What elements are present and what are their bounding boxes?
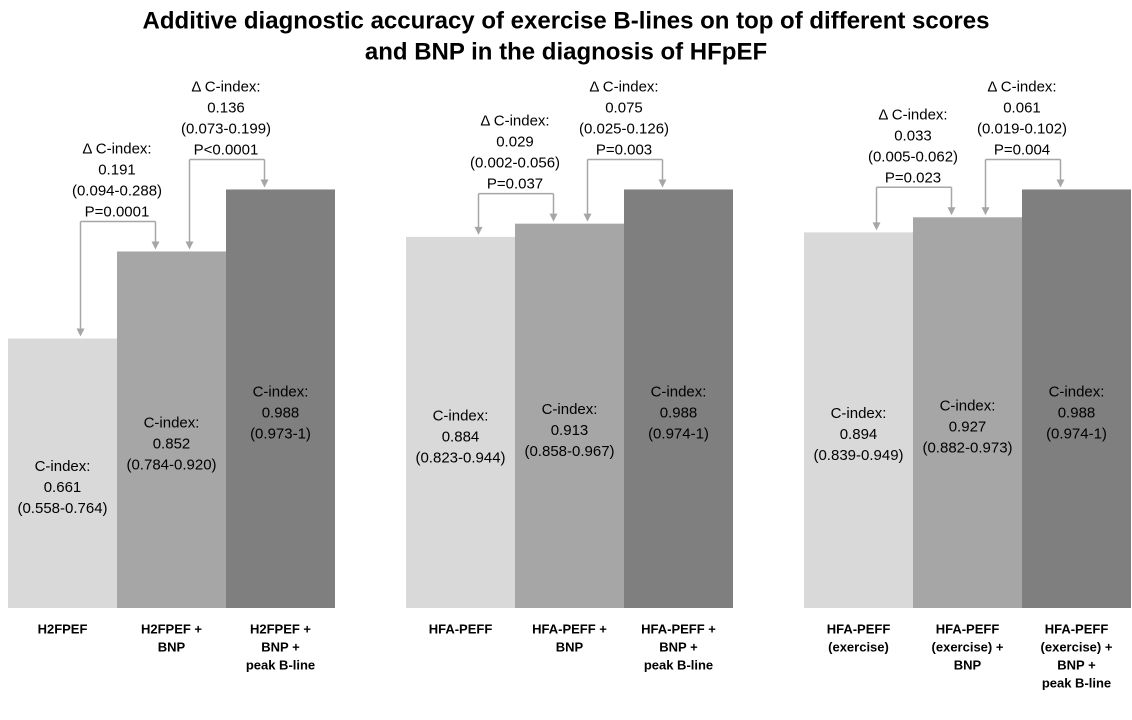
annotation: (0.073-0.199) bbox=[181, 120, 271, 137]
x-tick-label: BNP + bbox=[261, 639, 300, 654]
annotation: P=0.037 bbox=[487, 176, 543, 193]
annotation: 0.191 bbox=[98, 161, 136, 178]
annotation: 0.136 bbox=[207, 99, 245, 116]
arrow-head bbox=[1056, 179, 1065, 188]
bar-ci: (0.839-0.949) bbox=[813, 447, 903, 464]
annotation: 0.061 bbox=[1003, 99, 1041, 116]
x-tick-label: HFA-PEFF bbox=[429, 621, 493, 636]
annotation: 0.029 bbox=[496, 134, 534, 151]
bar-ci: (0.823-0.944) bbox=[415, 449, 505, 466]
annotation: P=0.003 bbox=[596, 141, 652, 158]
bar-label: C-index: bbox=[144, 415, 200, 432]
arrow-head bbox=[583, 213, 592, 222]
annotation: Δ C-index: bbox=[480, 113, 549, 130]
arrow-head bbox=[185, 241, 194, 250]
x-tick-label: peak B-line bbox=[644, 657, 713, 672]
annotation: (0.025-0.126) bbox=[579, 120, 669, 137]
x-tick-label: H2FPEF bbox=[38, 621, 88, 636]
x-tick-label: HFA-PEFF + bbox=[532, 621, 607, 636]
annotation: P=0.023 bbox=[885, 169, 941, 186]
bar-value: 0.988 bbox=[262, 405, 300, 422]
x-tick-label: (exercise) + bbox=[1041, 639, 1113, 654]
bar bbox=[406, 236, 515, 608]
annotation: (0.002-0.056) bbox=[470, 155, 560, 172]
x-tick-label: peak B-line bbox=[1042, 675, 1111, 690]
arrow-head bbox=[981, 207, 990, 216]
annotation: 0.033 bbox=[894, 127, 932, 144]
x-tick-label: BNP + bbox=[659, 639, 698, 654]
bar-value: 0.988 bbox=[1058, 405, 1096, 422]
bar-ci: (0.973-1) bbox=[250, 426, 311, 443]
x-tick-label: BNP bbox=[954, 657, 982, 672]
x-tick-label: HFA-PEFF bbox=[936, 621, 1000, 636]
bar-value: 0.913 bbox=[551, 422, 589, 439]
bar-ci: (0.974-1) bbox=[648, 426, 709, 443]
bar bbox=[515, 223, 624, 608]
bar bbox=[913, 217, 1022, 608]
bar-ci: (0.974-1) bbox=[1046, 426, 1107, 443]
bar bbox=[8, 338, 117, 608]
bar-ci: (0.882-0.973) bbox=[922, 440, 1012, 457]
chart-title: Additive diagnostic accuracy of exercise… bbox=[143, 7, 990, 34]
arrow-head bbox=[260, 179, 269, 188]
bar bbox=[226, 189, 335, 609]
bar-label: C-index: bbox=[542, 401, 598, 418]
annotation: P=0.0001 bbox=[85, 203, 150, 220]
x-tick-label: (exercise) + bbox=[932, 639, 1004, 654]
annotation: Δ C-index: bbox=[82, 140, 151, 157]
bar-label: C-index: bbox=[433, 407, 489, 424]
x-tick-label: H2FPEF + bbox=[250, 621, 311, 636]
bar-label: C-index: bbox=[831, 405, 887, 422]
arrow-head bbox=[947, 207, 956, 216]
annotation: Δ C-index: bbox=[987, 78, 1056, 95]
bar bbox=[804, 232, 913, 608]
annotation: Δ C-index: bbox=[589, 78, 658, 95]
x-tick-label: HFA-PEFF bbox=[1045, 621, 1109, 636]
arrow-head bbox=[151, 241, 160, 250]
bar bbox=[624, 189, 733, 609]
annotation: (0.019-0.102) bbox=[977, 120, 1067, 137]
x-tick-label: H2FPEF + bbox=[141, 621, 202, 636]
bar-ci: (0.858-0.967) bbox=[524, 443, 614, 460]
bar-value: 0.927 bbox=[949, 419, 987, 436]
x-tick-label: BNP + bbox=[1057, 657, 1096, 672]
arrow-head bbox=[872, 222, 881, 231]
annotation: 0.075 bbox=[605, 99, 643, 116]
arrow-head bbox=[658, 179, 667, 188]
arrow-head bbox=[76, 328, 85, 337]
x-tick-label: peak B-line bbox=[246, 657, 315, 672]
bar-label: C-index: bbox=[651, 384, 707, 401]
bar bbox=[117, 251, 226, 608]
x-tick-label: BNP bbox=[158, 639, 186, 654]
x-tick-label: HFA-PEFF + bbox=[641, 621, 716, 636]
annotation: Δ C-index: bbox=[191, 78, 260, 95]
arrow-head bbox=[474, 226, 483, 235]
chart-title: and BNP in the diagnosis of HFpEF bbox=[365, 38, 767, 65]
x-tick-label: (exercise) bbox=[828, 639, 889, 654]
annotation: Δ C-index: bbox=[878, 106, 947, 123]
bar-value: 0.661 bbox=[44, 479, 82, 496]
bar-value: 0.988 bbox=[660, 405, 698, 422]
bar-ci: (0.558-0.764) bbox=[17, 500, 107, 517]
bar-label: C-index: bbox=[1049, 384, 1105, 401]
arrow-head bbox=[549, 213, 558, 222]
bar bbox=[1022, 189, 1131, 609]
bar-value: 0.894 bbox=[840, 426, 878, 443]
annotation: P=0.004 bbox=[994, 141, 1050, 158]
bar-label: C-index: bbox=[253, 384, 309, 401]
bar-value: 0.884 bbox=[442, 428, 480, 445]
x-tick-label: HFA-PEFF bbox=[827, 621, 891, 636]
annotation: P<0.0001 bbox=[194, 141, 259, 158]
bar-label: C-index: bbox=[940, 398, 996, 415]
annotation: (0.094-0.288) bbox=[72, 182, 162, 199]
x-tick-label: BNP bbox=[556, 639, 584, 654]
bar-ci: (0.784-0.920) bbox=[126, 457, 216, 474]
bar-label: C-index: bbox=[35, 458, 91, 475]
annotation: (0.005-0.062) bbox=[868, 148, 958, 165]
bar-value: 0.852 bbox=[153, 436, 191, 453]
